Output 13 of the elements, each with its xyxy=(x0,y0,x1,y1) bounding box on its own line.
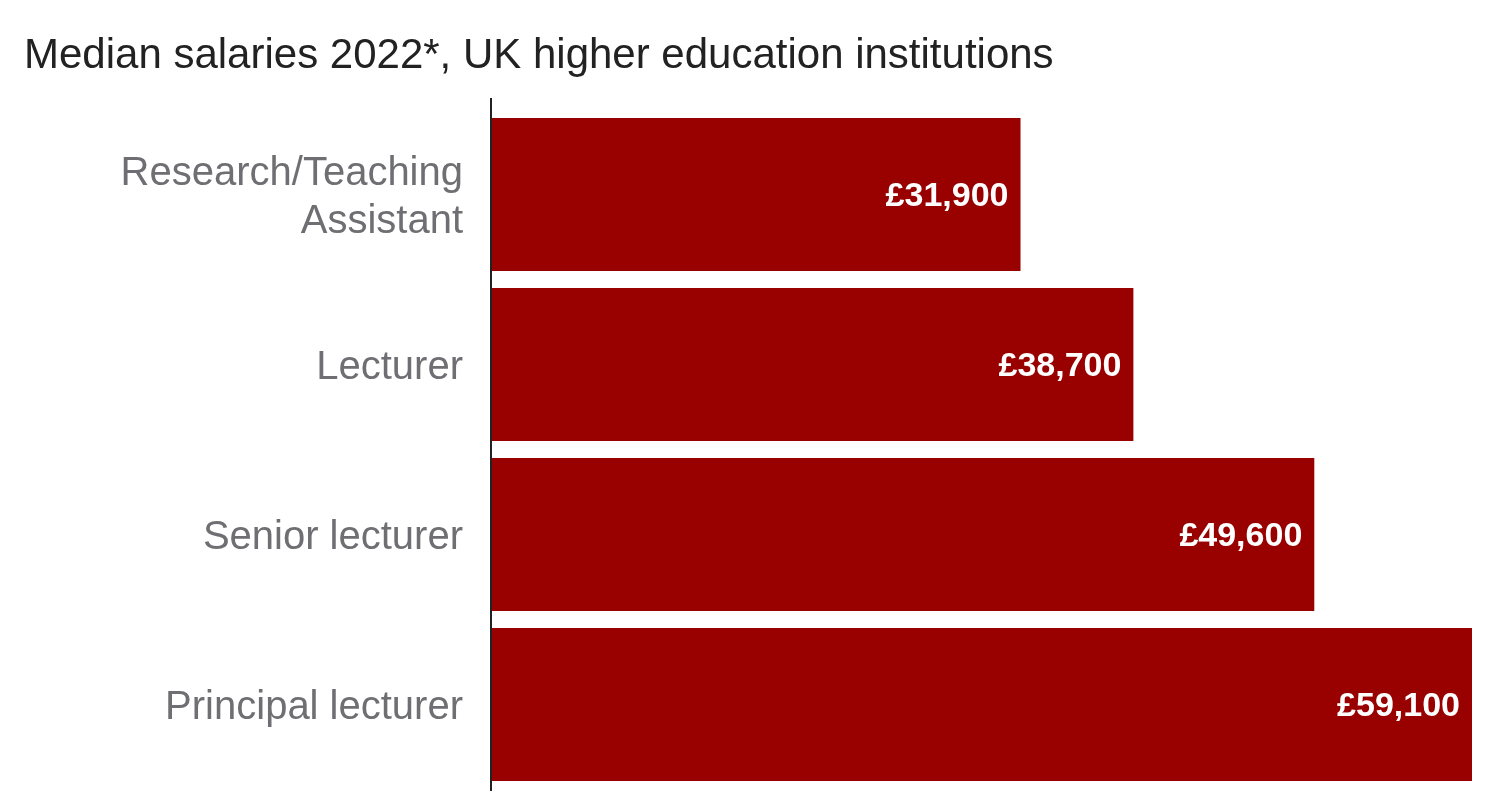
chart-title: Median salaries 2022*, UK higher education institutions xyxy=(24,30,1054,77)
data-label: £31,900 xyxy=(885,175,1009,214)
bar xyxy=(491,288,1134,441)
y-tick-label: Research/Teaching Assistant xyxy=(120,148,463,241)
data-label: £38,700 xyxy=(998,345,1122,384)
bar xyxy=(491,458,1315,611)
y-tick-label: Senior lecturer xyxy=(202,512,463,557)
bar xyxy=(491,628,1472,781)
y-tick-label: Lecturer xyxy=(316,342,463,387)
bar xyxy=(491,118,1021,271)
data-label: £59,100 xyxy=(1337,685,1460,724)
y-tick-label: Principal lecturer xyxy=(165,682,463,727)
data-label: £49,600 xyxy=(1179,515,1303,554)
